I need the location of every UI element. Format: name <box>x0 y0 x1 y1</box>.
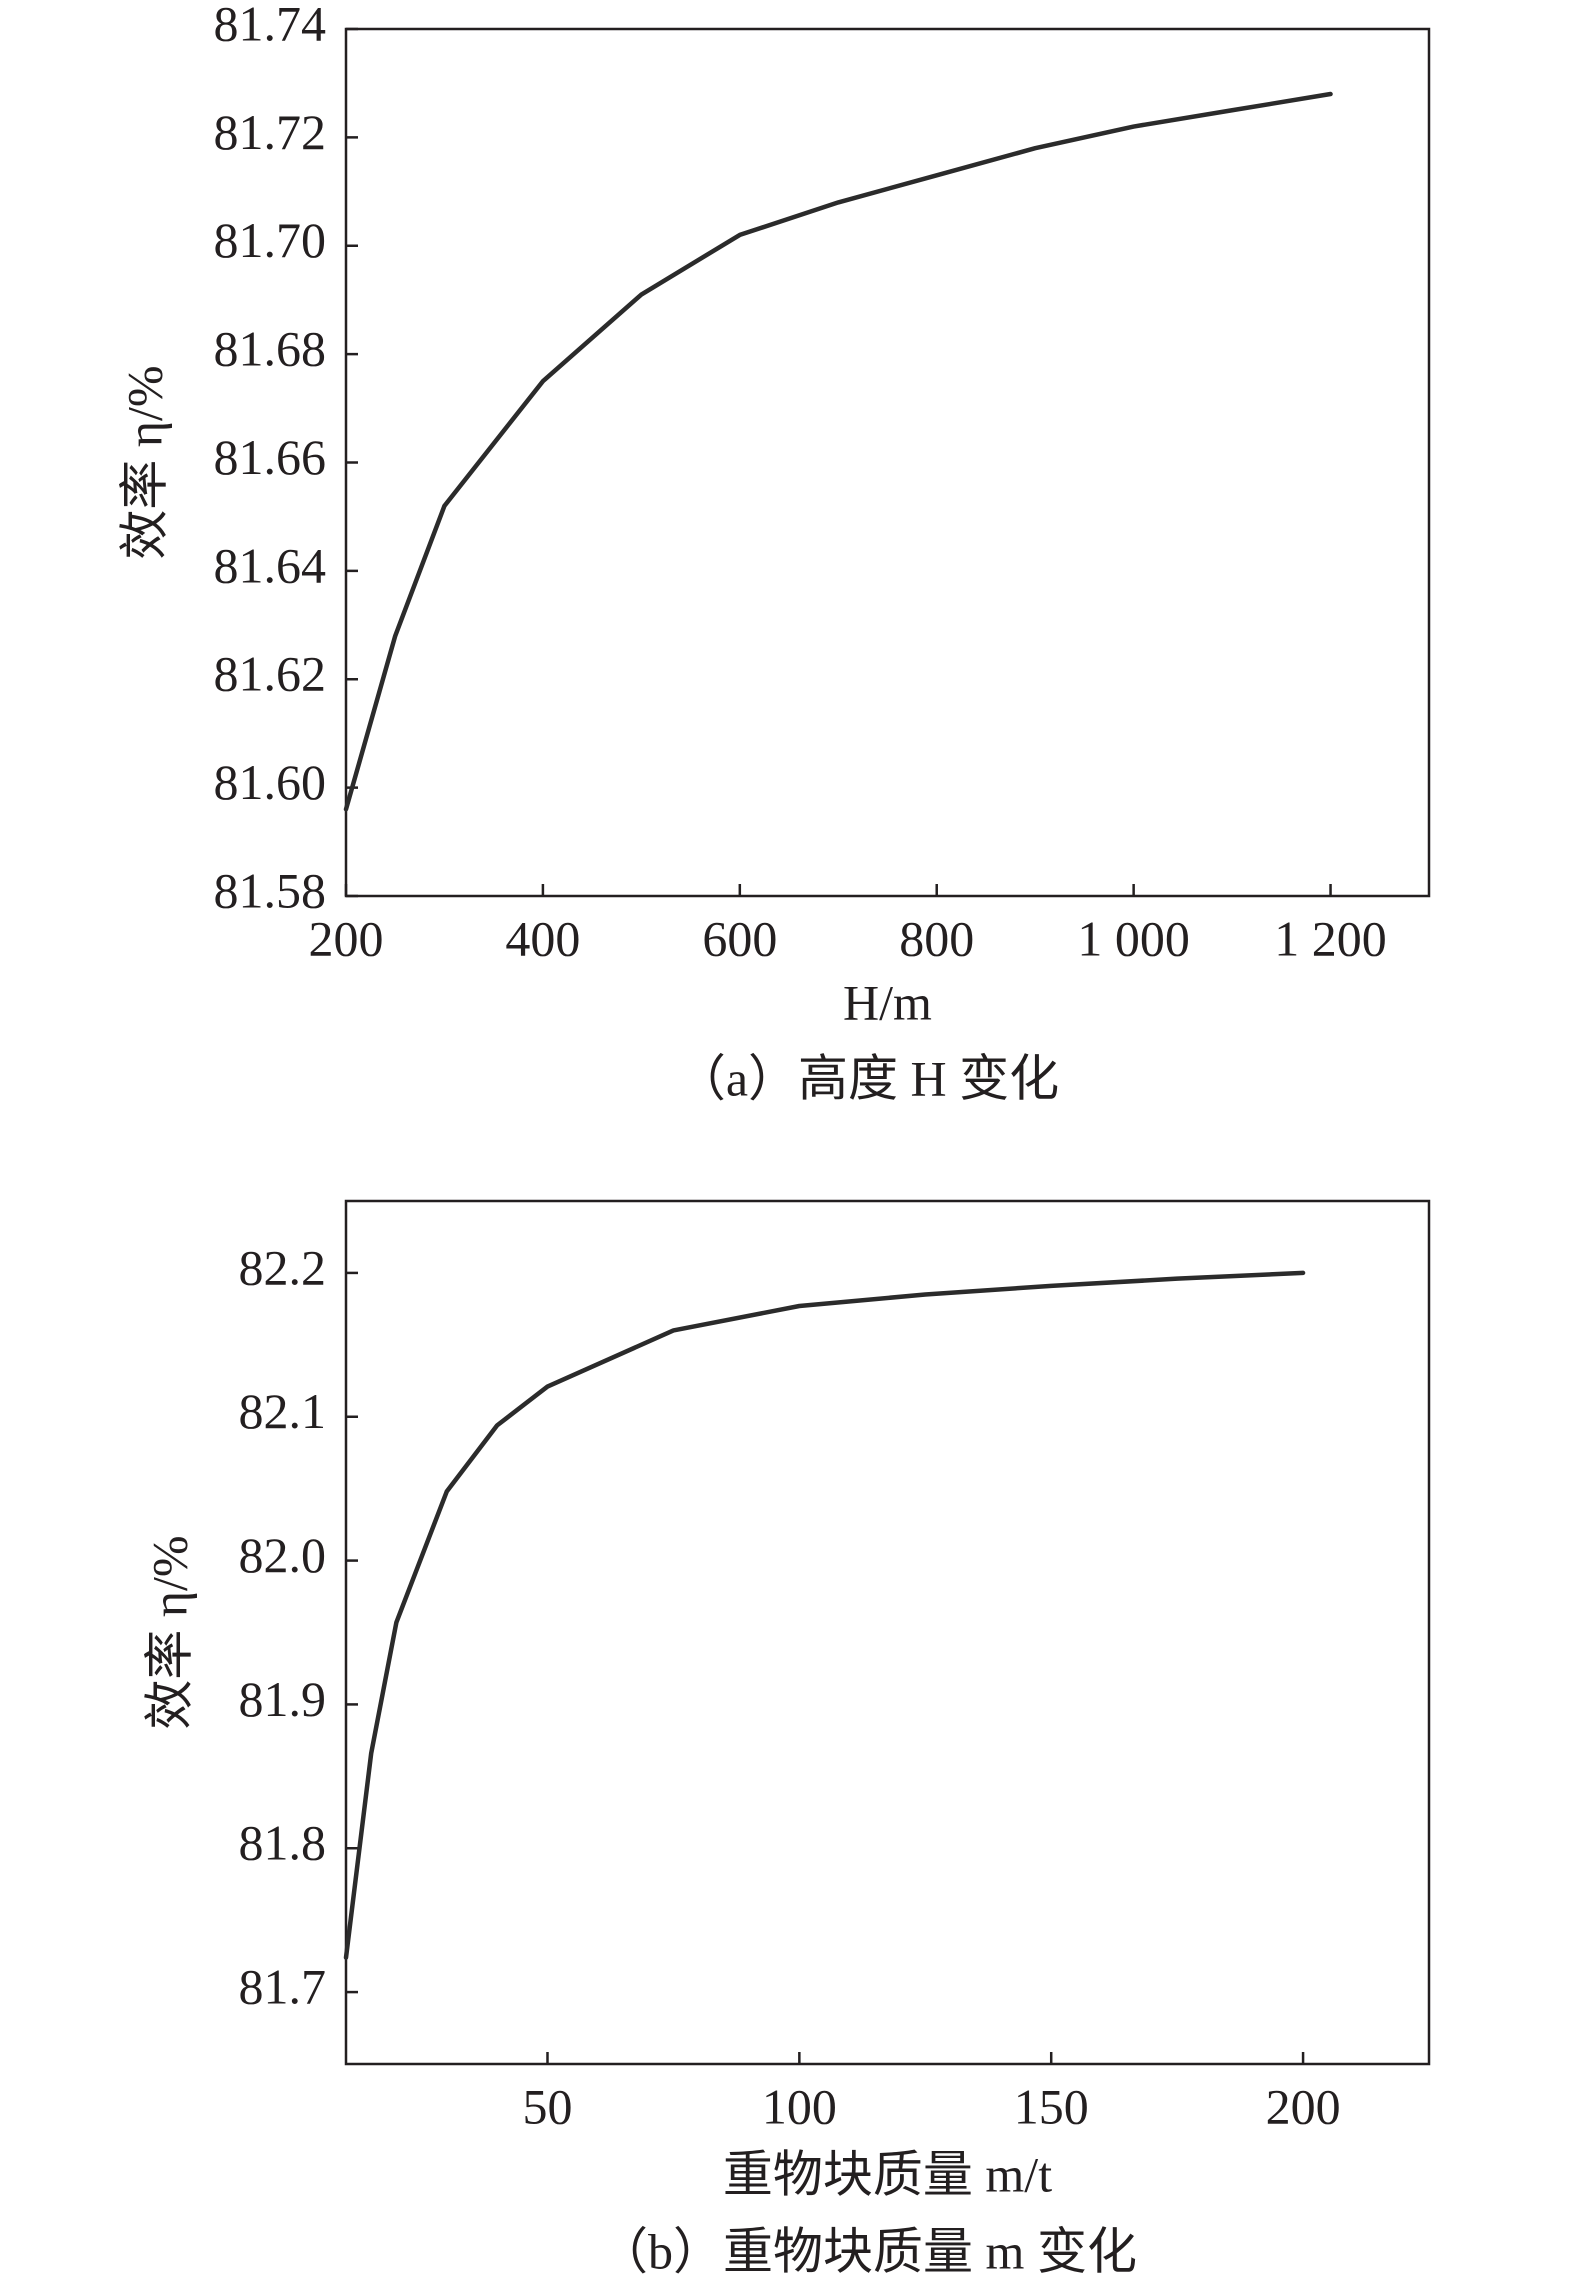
y-tick-label: 81.60 <box>214 754 327 810</box>
y-axis-label: 效率 η/% <box>141 1535 197 1729</box>
x-tick-label: 600 <box>702 910 777 966</box>
x-tick-label: 200 <box>1266 2078 1341 2134</box>
x-tick-label: 400 <box>505 910 580 966</box>
x-tick-label: 200 <box>309 910 384 966</box>
y-tick-label: 81.62 <box>214 646 327 702</box>
y-tick-label: 82.2 <box>239 1239 327 1295</box>
plot-frame <box>344 27 1431 898</box>
y-tick-label: 82.0 <box>239 1527 327 1583</box>
caption: （a）高度 H 变化 <box>676 1050 1059 1106</box>
x-tick-label: 1 200 <box>1274 910 1387 966</box>
y-tick-label: 81.9 <box>239 1671 327 1727</box>
y-tick-label: 81.58 <box>214 862 327 918</box>
line-series <box>343 1270 1306 1960</box>
x-tick-label: 100 <box>762 2078 837 2134</box>
y-tick-label: 81.70 <box>214 212 327 268</box>
x-axis-label: 重物块质量 m/t <box>723 2146 1052 2202</box>
y-tick-label: 81.66 <box>214 429 327 485</box>
y-tick-label: 81.72 <box>214 104 327 160</box>
x-axis-label: H/m <box>843 974 932 1030</box>
y-axis-label: 效率 η/% <box>116 365 172 559</box>
x-tick-label: 50 <box>522 2078 572 2134</box>
y-tick-label: 81.74 <box>214 0 327 51</box>
y-tick-label: 81.68 <box>214 321 327 377</box>
y-tick-label: 81.7 <box>239 1959 327 2015</box>
x-tick-label: 150 <box>1014 2078 1089 2134</box>
y-tick-label: 81.8 <box>239 1815 327 1871</box>
line-series <box>343 91 1333 812</box>
y-tick-label: 81.64 <box>214 537 327 593</box>
x-tick-label: 800 <box>899 910 974 966</box>
x-tick-label: 1 000 <box>1077 910 1190 966</box>
plot-frame <box>344 1199 1431 2066</box>
caption: （b）重物块质量 m 变化 <box>598 2223 1137 2279</box>
y-tick-label: 82.1 <box>239 1383 327 1439</box>
